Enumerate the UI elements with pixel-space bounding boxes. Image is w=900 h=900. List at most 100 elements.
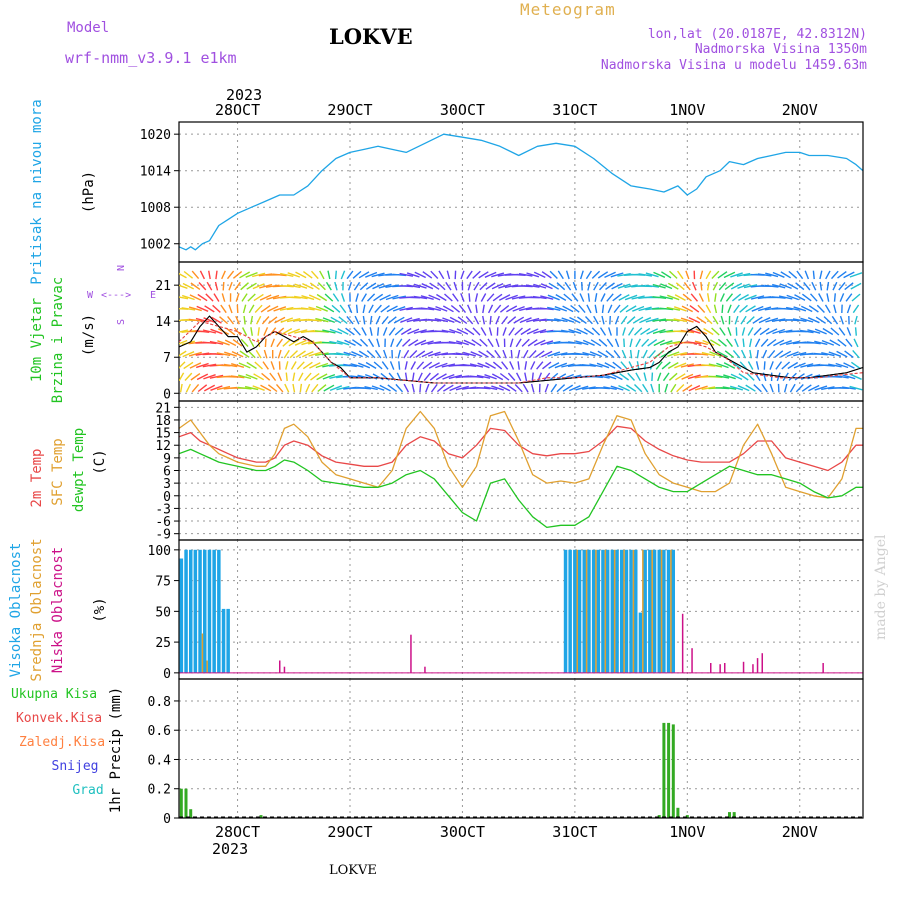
wind-arrow [645, 317, 659, 323]
wind-arrow [203, 317, 216, 324]
wind-arrow [708, 375, 723, 378]
lonlat-label: lon,lat (20.0187E, 42.8312N) [647, 27, 867, 42]
wind-arrow [833, 293, 836, 302]
wind-arrow [727, 304, 732, 314]
wind-arrow [758, 306, 772, 312]
wind-arrow [413, 295, 428, 300]
clouds-bar [623, 549, 625, 673]
wind-arrow [603, 386, 617, 390]
wind-arrow [399, 306, 413, 311]
clouds-ytick-label: 25 [155, 636, 171, 651]
wind-arrow [626, 316, 636, 325]
wind-arrow [746, 316, 755, 325]
wind-arrow [375, 315, 381, 325]
wind-arrow [353, 327, 361, 336]
wind-arrow [317, 282, 326, 291]
wind-arrow [254, 304, 263, 313]
wind-arrow [547, 294, 560, 301]
wind-arrow [195, 317, 210, 323]
wind-arrow [179, 329, 189, 333]
wind-arrow [259, 283, 273, 289]
wind-arrow [449, 385, 462, 392]
wind-arrow [629, 338, 633, 348]
wind-arrow [792, 318, 807, 322]
wind-arrow [261, 316, 270, 325]
wind-arrow [536, 361, 544, 370]
x-label-top: 31OCT [552, 101, 597, 119]
wind-arrow [315, 362, 329, 369]
wind-arrow [266, 294, 280, 301]
pressure-ylabel: Pritisak na nivou mora [29, 99, 45, 284]
clouds-bar [217, 549, 221, 673]
wind-arrow [416, 361, 425, 370]
wind-arrow [632, 305, 645, 312]
wind-arrow [441, 363, 456, 368]
wind-arrow [261, 372, 271, 381]
wind-arrow [589, 363, 603, 368]
wind-arrow [277, 372, 283, 382]
wind-arrow [572, 281, 578, 291]
wind-arrow [414, 271, 427, 279]
wind-arrow [469, 375, 484, 379]
wind-arrow [314, 330, 329, 333]
wind-arrow [421, 283, 434, 290]
wind-arrow [411, 383, 415, 393]
wind-arrow [227, 315, 235, 325]
wind-arrow [595, 387, 610, 390]
wind-arrow [661, 361, 671, 370]
wind-arrow [786, 351, 799, 358]
wind-arrow [385, 284, 400, 288]
wind-arrow [373, 361, 383, 370]
clouds-bar [577, 549, 582, 673]
wind-arrow [188, 351, 202, 357]
wind-arrow [723, 374, 736, 380]
clouds-plot-area [179, 549, 863, 674]
wind-arrow [476, 386, 491, 390]
wind-arrow [819, 270, 823, 280]
wind-arrow [491, 282, 504, 290]
wind-arrow [739, 361, 748, 370]
wind-arrow [246, 361, 257, 370]
clouds-bar [671, 549, 675, 673]
compass-w: W [87, 290, 94, 301]
wind-arrow [681, 305, 694, 313]
wind-arrow [378, 273, 392, 277]
wind-arrow [789, 383, 796, 393]
wind-arrow [243, 315, 246, 325]
wind-arrow [758, 317, 771, 324]
wind-arrow [561, 363, 575, 368]
wind-arrow [442, 317, 455, 323]
wind-ylabel: 10m Vjetar [29, 298, 45, 382]
wind-arrow [287, 328, 300, 335]
wind-arrow [677, 270, 684, 280]
wind-arrow [466, 304, 472, 314]
wind-arrow [803, 281, 811, 291]
wind-arrow [541, 271, 552, 279]
precipitation-frame [178, 678, 864, 819]
wind-arrow [282, 338, 292, 347]
wind-arrow [255, 349, 262, 359]
wind-arrow [780, 271, 791, 279]
wind-arrow [294, 329, 308, 334]
wind-arrow [292, 372, 296, 382]
wind-arrow [800, 373, 813, 380]
wind-arrow [776, 372, 781, 382]
wind-arrow [560, 329, 575, 334]
wind-arrow [773, 339, 785, 347]
model-label: Model [67, 20, 110, 36]
wind-arrow [699, 270, 704, 280]
wind-arrow [445, 281, 452, 291]
wind-arrow [354, 315, 360, 325]
wind-arrow [617, 283, 631, 289]
wind-arrow [488, 327, 493, 336]
wind-arrow [730, 373, 743, 381]
wind-arrow [747, 327, 754, 336]
clouds-bar [615, 549, 619, 673]
wind-arrow [751, 305, 764, 312]
precipitation-ytick-label: 0.8 [148, 695, 171, 710]
wind-arrow [495, 338, 500, 348]
wind-arrow [795, 282, 805, 291]
clouds-bar [629, 549, 633, 673]
